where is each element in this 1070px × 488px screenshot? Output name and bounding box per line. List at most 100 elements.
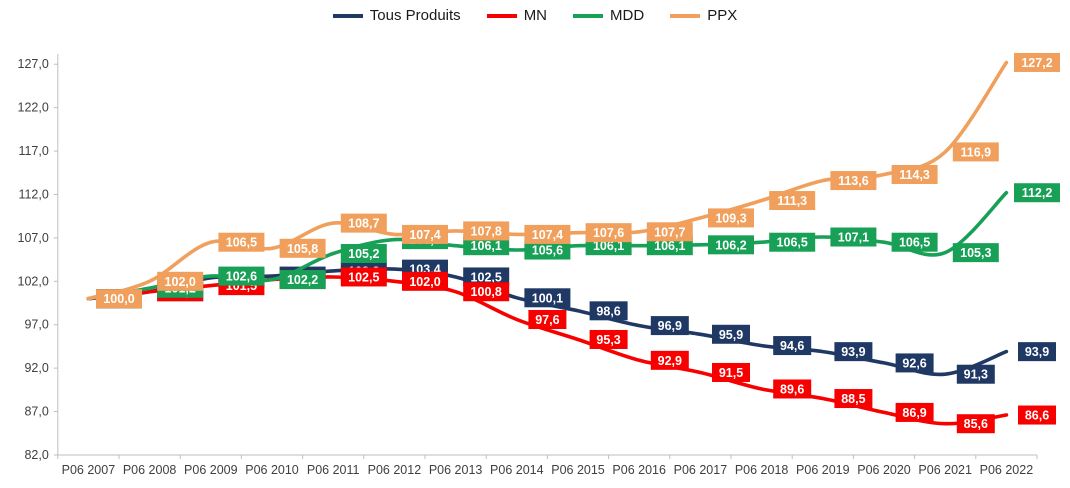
data-label-value: 100,0 (103, 292, 134, 306)
data-label-box (769, 232, 816, 252)
x-axis-tick-label: P06 2010 (245, 463, 299, 477)
legend-label: Tous Produits (369, 7, 461, 24)
legend-item-mdd: MDD (573, 7, 644, 24)
x-axis-tick-label: P06 2017 (674, 463, 728, 477)
x-axis-tick-label: P06 2015 (551, 463, 605, 477)
data-label-value: 88,5 (841, 392, 865, 406)
data-label-box (646, 222, 693, 242)
data-label-value: 107,4 (532, 228, 563, 242)
x-axis-tick-label: P06 2013 (429, 463, 483, 477)
x-axis-tick-label: P06 2014 (490, 463, 544, 477)
data-label-box (712, 362, 750, 382)
y-axis-tick-label: 87,0 (24, 405, 48, 419)
legend-item-tous-produits: Tous Produits (332, 7, 461, 24)
data-label-box (157, 271, 204, 291)
legend-label: MDD (610, 7, 645, 24)
x-axis-tick-label: P06 2020 (857, 463, 911, 477)
x-axis-tick-label: P06 2011 (307, 463, 360, 477)
data-label-value: 91,5 (719, 366, 743, 380)
data-label-box (218, 232, 265, 252)
data-label-value: 100,8 (471, 285, 502, 299)
data-label-box (340, 244, 387, 264)
data-label-value: 116,9 (961, 145, 992, 159)
data-label-box (279, 238, 326, 258)
data-label-box (402, 271, 448, 291)
data-label-value: 112,2 (1022, 186, 1053, 200)
data-label-value: 106,1 (471, 239, 502, 253)
data-label-box (769, 191, 816, 211)
data-label-value: 105,3 (960, 246, 991, 260)
data-label-value: 94,6 (780, 339, 804, 353)
y-axis-tick-label: 97,0 (24, 318, 48, 332)
x-axis-tick-label: P06 2012 (368, 463, 422, 477)
x-axis-tick-label: P06 2009 (184, 463, 238, 477)
data-label-box (830, 171, 877, 191)
data-label-value: 106,5 (226, 236, 257, 250)
data-label-box (895, 353, 934, 373)
x-axis-tick-label: P06 2008 (123, 463, 177, 477)
data-label-value: 95,3 (596, 333, 620, 347)
data-label-box (712, 324, 750, 344)
data-label-box (773, 379, 812, 399)
data-label-value: 102,0 (165, 275, 196, 289)
data-label-value: 91,3 (964, 368, 988, 382)
data-label-value: 102,5 (348, 270, 379, 284)
data-label-box (650, 316, 689, 336)
data-label-value: 102,6 (226, 270, 257, 284)
y-axis-tick-label: 107,0 (18, 231, 49, 245)
legend-item-mn: MN (486, 7, 547, 24)
data-label-value: 102,0 (409, 275, 440, 289)
data-label-value: 105,6 (532, 244, 563, 258)
data-label-box (1018, 405, 1056, 425)
data-label-value: 95,9 (719, 328, 743, 342)
data-label-box (279, 270, 326, 290)
data-label-box (585, 223, 632, 243)
data-label-value: 107,7 (654, 225, 685, 239)
data-label-box (650, 350, 689, 370)
data-label-value: 97,6 (535, 313, 559, 327)
data-label-box (952, 142, 999, 162)
data-label-box (834, 389, 873, 409)
data-label-box (528, 310, 567, 330)
legend-item-ppx: PPX (670, 7, 737, 24)
data-label-box (1018, 342, 1056, 362)
data-label-box (463, 267, 510, 287)
data-label-value: 93,9 (1025, 345, 1049, 359)
data-label-box (708, 235, 754, 255)
y-axis-tick-label: 117,0 (18, 144, 48, 158)
data-label-box (773, 336, 812, 356)
data-label-value: 105,2 (348, 247, 379, 261)
data-label-box (1014, 52, 1060, 72)
legend-swatch-icon (332, 13, 363, 18)
data-label-value: 111,3 (777, 194, 807, 208)
x-axis-tick-label: P06 2018 (735, 463, 789, 477)
data-label-box (952, 243, 999, 263)
data-label-value: 107,1 (838, 231, 869, 245)
y-axis-tick-label: 127,0 (18, 57, 49, 71)
data-label-value: 102,2 (287, 273, 318, 287)
y-axis-tick-label: 102,0 (18, 274, 49, 288)
x-axis-tick-label: P06 2016 (612, 463, 666, 477)
data-label-box (463, 282, 510, 302)
data-label-value: 106,1 (654, 239, 685, 253)
data-label-value: 86,9 (902, 406, 926, 420)
data-label-box (891, 164, 938, 184)
data-label-box (589, 329, 628, 349)
data-label-value: 107,6 (593, 226, 624, 240)
data-label-value: 107,4 (409, 228, 440, 242)
data-label-box (830, 227, 877, 247)
data-label-value: 106,5 (777, 236, 808, 250)
data-label-box (708, 208, 754, 228)
data-label-value: 106,5 (899, 236, 930, 250)
data-label-value: 98,6 (596, 304, 620, 318)
data-label-box (1014, 183, 1060, 203)
data-label-box (834, 342, 873, 362)
data-label-value: 113,6 (838, 174, 869, 188)
data-label-value: 102,5 (471, 270, 502, 284)
data-label-value: 96,9 (658, 319, 682, 333)
data-label-value: 92,6 (902, 356, 926, 370)
legend-swatch-icon (670, 13, 701, 18)
data-label-value: 105,8 (287, 242, 318, 256)
